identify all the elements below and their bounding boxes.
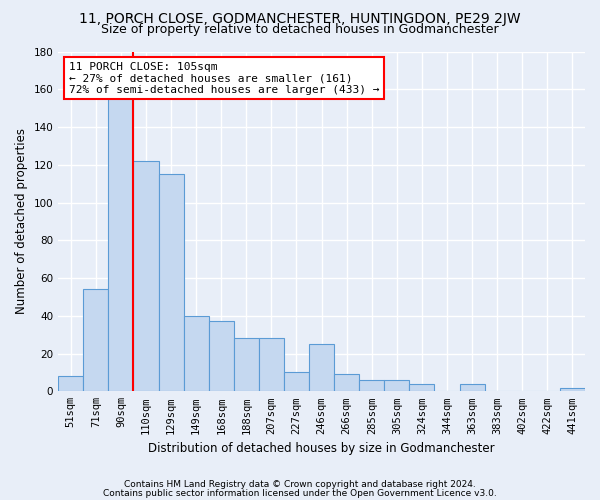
Bar bbox=[460, 384, 485, 392]
X-axis label: Distribution of detached houses by size in Godmanchester: Distribution of detached houses by size … bbox=[148, 442, 495, 455]
Text: 11, PORCH CLOSE, GODMANCHESTER, HUNTINGDON, PE29 2JW: 11, PORCH CLOSE, GODMANCHESTER, HUNTINGD… bbox=[79, 12, 521, 26]
Bar bbox=[184, 316, 209, 392]
Bar bbox=[385, 380, 409, 392]
Bar bbox=[209, 322, 234, 392]
Bar bbox=[309, 344, 334, 392]
Y-axis label: Number of detached properties: Number of detached properties bbox=[15, 128, 28, 314]
Text: Size of property relative to detached houses in Godmanchester: Size of property relative to detached ho… bbox=[101, 22, 499, 36]
Bar bbox=[560, 388, 585, 392]
Text: 11 PORCH CLOSE: 105sqm
← 27% of detached houses are smaller (161)
72% of semi-de: 11 PORCH CLOSE: 105sqm ← 27% of detached… bbox=[69, 62, 379, 95]
Bar bbox=[284, 372, 309, 392]
Bar bbox=[109, 80, 133, 392]
Bar bbox=[334, 374, 359, 392]
Bar bbox=[83, 290, 109, 392]
Bar bbox=[409, 384, 434, 392]
Bar bbox=[259, 338, 284, 392]
Bar bbox=[359, 380, 385, 392]
Text: Contains HM Land Registry data © Crown copyright and database right 2024.: Contains HM Land Registry data © Crown c… bbox=[124, 480, 476, 489]
Bar bbox=[158, 174, 184, 392]
Bar bbox=[58, 376, 83, 392]
Bar bbox=[234, 338, 259, 392]
Bar bbox=[133, 161, 158, 392]
Text: Contains public sector information licensed under the Open Government Licence v3: Contains public sector information licen… bbox=[103, 488, 497, 498]
